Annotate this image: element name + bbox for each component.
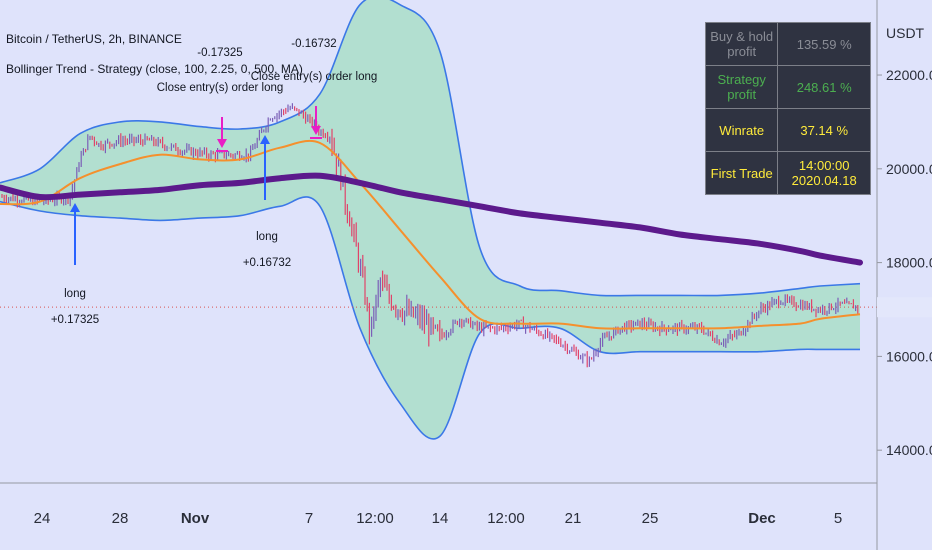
- exit-arrow-icon: [217, 139, 227, 148]
- long-moving-average: [0, 172, 863, 266]
- trade-markers: [70, 106, 322, 265]
- trade-label-close-1: Close entry(s) order long: [157, 82, 284, 94]
- time-tick-label: 12:00: [356, 510, 394, 527]
- strategy-stats-table: Buy & hold profit 135.59 % Strategy prof…: [704, 22, 871, 195]
- stats-value-winrate: 37.14 %: [777, 108, 871, 152]
- price-tick-label: 20000.00: [886, 161, 932, 177]
- time-tick-label: 21: [565, 510, 582, 527]
- stats-row-buy-hold: Buy & hold profit 135.59 %: [704, 22, 871, 66]
- stats-label-winrate: Winrate: [704, 108, 779, 152]
- last-price-tag: [877, 297, 932, 318]
- price-tick-label: 18000.00: [886, 255, 932, 271]
- trade-label-long-1: long: [64, 288, 86, 300]
- stats-row-first-trade: First Trade 14:00:00 2020.04.18: [704, 151, 871, 195]
- stats-value-strategy-profit: 248.61 %: [777, 65, 871, 109]
- price-axis-currency: USDT: [886, 25, 925, 41]
- bollinger-lower-band: [0, 196, 860, 440]
- price-tick-label: 14000.00: [886, 442, 932, 458]
- stats-row-winrate: Winrate 37.14 %: [704, 108, 871, 152]
- stats-label-first-trade: First Trade: [704, 151, 779, 195]
- time-tick-label: 14: [432, 510, 449, 527]
- entry-arrow-icon: [260, 135, 270, 144]
- price-tick-label: 22000.00: [886, 67, 932, 83]
- stats-value-first-trade: 14:00:00 2020.04.18: [777, 151, 871, 195]
- symbol-title[interactable]: Bitcoin / TetherUS, 2h, BINANCE: [6, 32, 182, 46]
- time-tick-label: 24: [34, 510, 51, 527]
- stats-label-strategy-profit: Strategy profit: [704, 65, 779, 109]
- trade-label-close-2: Close entry(s) order long: [251, 71, 378, 83]
- time-tick-label: 12:00: [487, 510, 525, 527]
- time-axis-ticks[interactable]: 24 28 Nov 7 12:00 14 12:00 21 25 Dec 5: [34, 510, 843, 527]
- time-tick-label: 25: [642, 510, 659, 527]
- stats-value-buy-hold: 135.59 %: [777, 22, 871, 66]
- bollinger-upper-band: [0, 0, 861, 297]
- entry-arrow-icon: [70, 203, 80, 212]
- exit-arrow-icon: [311, 126, 321, 135]
- time-tick-label: 28: [112, 510, 129, 527]
- stats-row-strategy-profit: Strategy profit 248.61 %: [704, 65, 871, 109]
- trade-value-close-2: -0.16732: [291, 38, 336, 50]
- trade-value-close-1: -0.17325: [197, 47, 242, 59]
- time-tick-label: 7: [305, 510, 313, 527]
- price-tick-label: 16000.00: [886, 348, 932, 364]
- trade-label-long-2: long: [256, 231, 278, 243]
- strategy-legend[interactable]: Bollinger Trend - Strategy (close, 100, …: [6, 62, 303, 76]
- trade-value-long-1: +0.17325: [51, 314, 99, 326]
- time-tick-label: Dec: [748, 510, 776, 527]
- time-tick-label: 5: [834, 510, 842, 527]
- time-tick-label: Nov: [181, 510, 210, 527]
- price-axis-ticks[interactable]: 22000.00 20000.00 18000.00 16000.00 14000.00: [877, 67, 932, 458]
- stats-label-buy-hold: Buy & hold profit: [704, 22, 779, 66]
- basis-moving-average: [0, 139, 861, 330]
- trade-value-long-2: +0.16732: [243, 257, 291, 269]
